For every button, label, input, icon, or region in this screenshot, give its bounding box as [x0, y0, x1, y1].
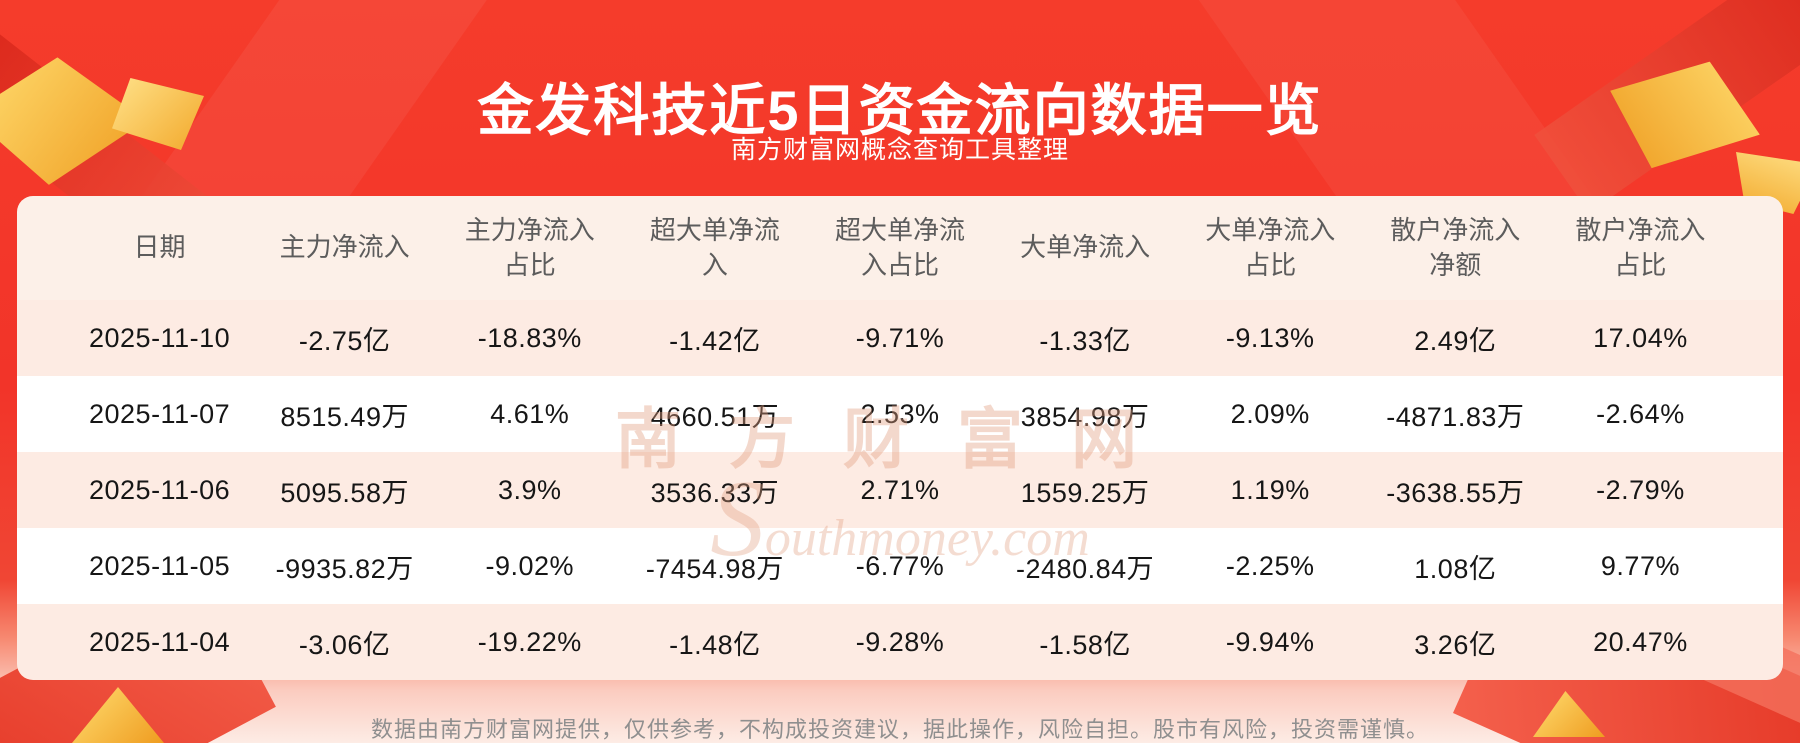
- table-row: 2025-11-04 -3.06亿 -19.22% -1.48亿 -9.28% …: [67, 604, 1733, 680]
- col-header-main-net-inflow-pct: 主力净流入占比: [464, 214, 595, 280]
- cell-retail-net-inflow-pct: 20.47%: [1593, 626, 1688, 657]
- cell-retail-net-inflow-pct: -2.64%: [1596, 398, 1685, 429]
- cell-main-net-inflow-pct: -9.02%: [485, 550, 575, 581]
- col-header-large-net-inflow: 大单净流入: [1020, 232, 1151, 263]
- page-title: 金发科技近5日资金流向数据一览: [477, 78, 1323, 142]
- disclaimer-text: 数据由南方财富网提供，仅供参考，不构成投资建议，据此操作，风险自担。股市有风险，…: [370, 717, 1429, 742]
- cell-retail-net-inflow: 2.49亿: [1414, 325, 1497, 356]
- col-header-main-net-inflow: 主力净流入: [279, 232, 410, 263]
- cell-main-net-inflow: -2.75亿: [298, 325, 391, 356]
- cell-retail-net-inflow: 1.08亿: [1414, 553, 1497, 584]
- cell-retail-net-inflow: -4871.83万: [1386, 401, 1525, 432]
- table-row: 2025-11-10 -2.75亿 -18.83% -1.42亿 -9.71% …: [67, 300, 1733, 376]
- cell-xlarge-net-inflow-pct: 2.53%: [860, 398, 940, 429]
- cell-date: 2025-11-07: [89, 398, 231, 429]
- cell-main-net-inflow-pct: 4.61%: [490, 398, 570, 429]
- cell-large-net-inflow: 3854.98万: [1020, 401, 1150, 432]
- cell-large-net-inflow: -1.33亿: [1039, 325, 1131, 356]
- table-header-row: 日期 主力净流入 主力净流入占比 超大单净流入 超大单净流入占比 大单净流入 大…: [67, 196, 1733, 300]
- cell-date: 2025-11-05: [89, 550, 231, 581]
- cell-large-net-inflow: 1559.25万: [1020, 477, 1150, 508]
- cell-xlarge-net-inflow: 4660.51万: [650, 401, 780, 432]
- cell-main-net-inflow-pct: 3.9%: [498, 474, 562, 505]
- cell-retail-net-inflow-pct: -2.79%: [1596, 474, 1685, 505]
- table-row: 2025-11-07 8515.49万 4.61% 4660.51万 2.53%…: [67, 376, 1733, 452]
- cell-large-net-inflow-pct: -2.25%: [1225, 550, 1315, 581]
- col-header-retail-net-inflow-pct: 散户净流入占比: [1575, 214, 1706, 280]
- cell-large-net-inflow-pct: -9.13%: [1225, 322, 1315, 353]
- cell-retail-net-inflow: 3.26亿: [1414, 629, 1497, 660]
- cell-main-net-inflow: -3.06亿: [298, 629, 391, 660]
- cell-xlarge-net-inflow: 3536.33万: [650, 477, 780, 508]
- page-subtitle: 南方财富网概念查询工具整理: [730, 136, 1069, 164]
- cell-xlarge-net-inflow-pct: 2.71%: [860, 474, 940, 505]
- cell-retail-net-inflow: -3638.55万: [1386, 477, 1525, 508]
- cell-large-net-inflow-pct: 1.19%: [1230, 474, 1310, 505]
- cell-date: 2025-11-06: [89, 474, 231, 505]
- cell-main-net-inflow: 8515.49万: [280, 401, 409, 432]
- cell-large-net-inflow-pct: -9.94%: [1225, 626, 1315, 657]
- cell-retail-net-inflow-pct: 17.04%: [1593, 322, 1688, 353]
- cell-main-net-inflow: 5095.58万: [280, 477, 409, 508]
- cell-main-net-inflow: -9935.82万: [275, 553, 414, 584]
- cell-large-net-inflow-pct: 2.09%: [1230, 398, 1310, 429]
- cell-large-net-inflow: -2480.84万: [1016, 553, 1155, 584]
- cell-date: 2025-11-10: [89, 322, 231, 353]
- cell-xlarge-net-inflow-pct: -9.28%: [855, 626, 945, 657]
- cell-large-net-inflow: -1.58亿: [1039, 629, 1131, 660]
- table-row: 2025-11-06 5095.58万 3.9% 3536.33万 2.71% …: [67, 452, 1733, 528]
- cell-xlarge-net-inflow: -1.42亿: [669, 325, 761, 356]
- cell-main-net-inflow-pct: -18.83%: [477, 322, 582, 353]
- cell-xlarge-net-inflow: -1.48亿: [669, 629, 761, 660]
- col-header-date: 日期: [133, 232, 186, 263]
- cell-xlarge-net-inflow: -7454.98万: [645, 553, 784, 584]
- cell-date: 2025-11-04: [89, 626, 231, 657]
- cell-xlarge-net-inflow-pct: -6.77%: [855, 550, 945, 581]
- cell-xlarge-net-inflow-pct: -9.71%: [855, 322, 945, 353]
- col-header-xlarge-net-inflow: 超大单净流入: [649, 214, 780, 280]
- cell-main-net-inflow-pct: -19.22%: [477, 626, 582, 657]
- fund-flow-table-container: 日期 主力净流入 主力净流入占比 超大单净流入 超大单净流入占比 大单净流入 大…: [17, 196, 1783, 680]
- col-header-xlarge-net-inflow-pct: 超大单净流入占比: [834, 214, 965, 280]
- table-row: 2025-11-05 -9935.82万 -9.02% -7454.98万 -6…: [67, 528, 1733, 604]
- fund-flow-table: 日期 主力净流入 主力净流入占比 超大单净流入 超大单净流入占比 大单净流入 大…: [67, 196, 1733, 680]
- col-header-retail-net-inflow: 散户净流入净额: [1390, 214, 1521, 280]
- cell-retail-net-inflow-pct: 9.77%: [1600, 550, 1680, 581]
- col-header-large-net-inflow-pct: 大单净流入占比: [1205, 214, 1336, 280]
